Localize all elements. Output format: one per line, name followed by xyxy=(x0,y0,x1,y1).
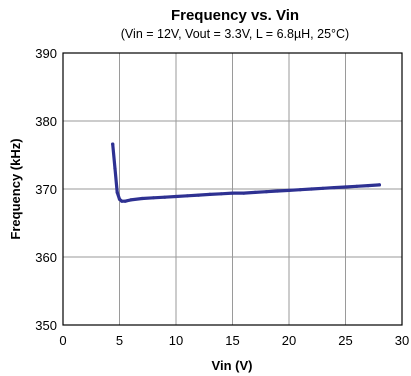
data-point xyxy=(163,195,167,199)
data-point xyxy=(321,186,325,190)
plot-frame xyxy=(62,52,403,326)
y-tick-label: 380 xyxy=(35,114,57,129)
grid-lines xyxy=(63,53,402,325)
data-point xyxy=(230,191,235,195)
data-point xyxy=(343,185,348,189)
y-tick-label: 360 xyxy=(35,250,57,265)
x-tick-label: 5 xyxy=(116,333,123,348)
data-point xyxy=(377,183,381,187)
series-layer xyxy=(111,142,381,203)
data-point xyxy=(242,191,246,195)
data-point xyxy=(264,190,268,194)
data-point xyxy=(253,190,257,194)
y-tick-label: 390 xyxy=(35,46,57,61)
data-point xyxy=(151,196,155,200)
data-point xyxy=(287,188,291,192)
data-point xyxy=(366,184,370,188)
data-point xyxy=(310,187,314,191)
data-point xyxy=(219,192,223,196)
x-tick-label: 25 xyxy=(338,333,352,348)
series-line-frequency xyxy=(111,142,381,203)
x-axis-label: Vin (V) xyxy=(212,358,253,373)
data-point xyxy=(185,194,189,198)
data-point xyxy=(197,193,201,197)
x-tick-label: 30 xyxy=(395,333,409,348)
data-point xyxy=(208,192,212,196)
x-tick-label: 0 xyxy=(59,333,66,348)
chart-subtitle: (Vin = 12V, Vout = 3.3V, L = 6.8µH, 25°C… xyxy=(121,27,349,41)
data-point xyxy=(123,199,127,203)
data-point xyxy=(298,188,302,192)
data-point xyxy=(111,142,115,146)
x-tick-label: 10 xyxy=(169,333,183,348)
x-tick-label: 15 xyxy=(225,333,239,348)
data-point xyxy=(276,189,280,193)
data-point xyxy=(113,167,117,171)
data-point xyxy=(332,186,336,190)
data-point xyxy=(174,194,178,199)
y-axis-label: Frequency (kHz) xyxy=(8,138,23,239)
y-tick-label: 370 xyxy=(35,182,57,197)
data-point xyxy=(129,198,133,202)
y-tick-label: 350 xyxy=(35,318,57,333)
data-point xyxy=(120,199,124,203)
data-point xyxy=(117,197,122,201)
data-point xyxy=(140,196,144,201)
tick-labels: 0 5 10 15 20 25 30 350 360 370 380 390 xyxy=(35,46,409,348)
data-point xyxy=(115,190,119,194)
data-point xyxy=(355,184,359,188)
x-tick-label: 20 xyxy=(282,333,296,348)
chart-title: Frequency vs. Vin xyxy=(171,7,299,24)
